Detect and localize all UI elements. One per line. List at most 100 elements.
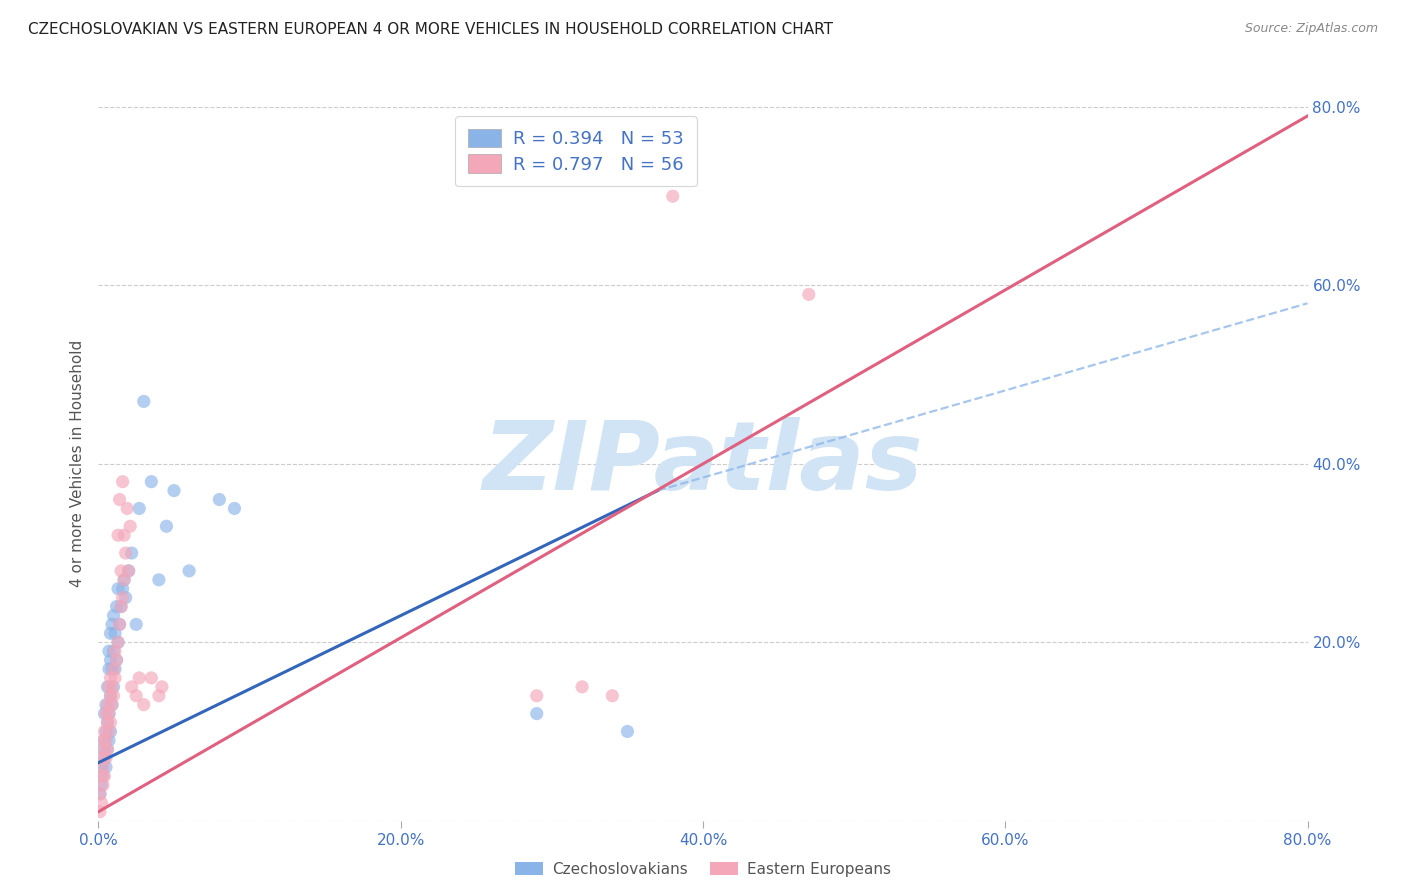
Point xyxy=(89,787,111,801)
Point xyxy=(93,733,115,747)
Point xyxy=(93,706,115,721)
Point xyxy=(110,564,132,578)
Point xyxy=(100,689,122,703)
Point xyxy=(91,733,114,747)
Point xyxy=(114,546,136,560)
Point xyxy=(94,724,117,739)
Point xyxy=(104,662,127,676)
Point xyxy=(115,501,138,516)
Point xyxy=(96,680,118,694)
Point xyxy=(114,591,136,605)
Point xyxy=(105,599,128,614)
Point xyxy=(107,635,129,649)
Point xyxy=(103,689,125,703)
Point xyxy=(128,501,150,516)
Point xyxy=(90,769,112,783)
Point xyxy=(103,662,125,676)
Point xyxy=(98,680,121,694)
Point xyxy=(797,287,820,301)
Point xyxy=(108,492,131,507)
Point xyxy=(91,769,114,783)
Text: ZIPatlas: ZIPatlas xyxy=(482,417,924,510)
Point xyxy=(98,733,121,747)
Point xyxy=(98,662,121,676)
Point xyxy=(112,573,135,587)
Point xyxy=(104,644,127,658)
Point xyxy=(103,608,125,623)
Text: CZECHOSLOVAKIAN VS EASTERN EUROPEAN 4 OR MORE VEHICLES IN HOUSEHOLD CORRELATION : CZECHOSLOVAKIAN VS EASTERN EUROPEAN 4 OR… xyxy=(28,22,834,37)
Point xyxy=(111,475,134,489)
Point xyxy=(120,519,142,533)
Point xyxy=(90,751,112,765)
Point xyxy=(93,724,115,739)
Point xyxy=(94,698,117,712)
Point xyxy=(94,706,117,721)
Point xyxy=(112,573,135,587)
Point xyxy=(91,742,114,756)
Point xyxy=(163,483,186,498)
Point xyxy=(571,680,593,694)
Point xyxy=(105,653,128,667)
Point xyxy=(121,546,143,560)
Point xyxy=(100,671,122,685)
Point xyxy=(101,662,124,676)
Point xyxy=(125,689,148,703)
Point xyxy=(101,698,124,712)
Point xyxy=(662,189,685,203)
Point xyxy=(121,680,143,694)
Point xyxy=(208,492,231,507)
Point xyxy=(89,787,111,801)
Point xyxy=(132,698,155,712)
Point xyxy=(98,644,121,658)
Point xyxy=(104,671,127,685)
Point xyxy=(110,599,132,614)
Point xyxy=(101,680,124,694)
Point xyxy=(112,528,135,542)
Point xyxy=(93,742,115,756)
Point xyxy=(155,519,177,533)
Point xyxy=(224,501,246,516)
Point xyxy=(526,689,548,703)
Point xyxy=(101,617,124,632)
Point xyxy=(94,733,117,747)
Point xyxy=(179,564,201,578)
Point xyxy=(94,760,117,774)
Point xyxy=(101,698,124,712)
Point xyxy=(107,582,129,596)
Point xyxy=(98,706,121,721)
Point xyxy=(98,724,121,739)
Point xyxy=(90,760,112,774)
Point xyxy=(90,778,112,792)
Point xyxy=(111,591,134,605)
Point xyxy=(108,617,131,632)
Point xyxy=(150,680,173,694)
Point xyxy=(100,689,122,703)
Point xyxy=(125,617,148,632)
Point xyxy=(93,751,115,765)
Point xyxy=(526,706,548,721)
Point xyxy=(103,680,125,694)
Point xyxy=(96,715,118,730)
Point xyxy=(141,671,163,685)
Point xyxy=(103,644,125,658)
Point xyxy=(118,564,141,578)
Point xyxy=(91,760,114,774)
Point xyxy=(90,796,112,810)
Point xyxy=(96,715,118,730)
Point xyxy=(94,751,117,765)
Point xyxy=(148,573,170,587)
Point xyxy=(89,805,111,819)
Legend: Czechoslovakians, Eastern Europeans: Czechoslovakians, Eastern Europeans xyxy=(508,854,898,884)
Point xyxy=(96,742,118,756)
Point xyxy=(100,653,122,667)
Point xyxy=(110,599,132,614)
Text: Source: ZipAtlas.com: Source: ZipAtlas.com xyxy=(1244,22,1378,36)
Point xyxy=(616,724,638,739)
Point xyxy=(91,778,114,792)
Point xyxy=(100,626,122,640)
Point xyxy=(128,671,150,685)
Point xyxy=(111,582,134,596)
Point xyxy=(100,724,122,739)
Point xyxy=(107,635,129,649)
Point xyxy=(141,475,163,489)
